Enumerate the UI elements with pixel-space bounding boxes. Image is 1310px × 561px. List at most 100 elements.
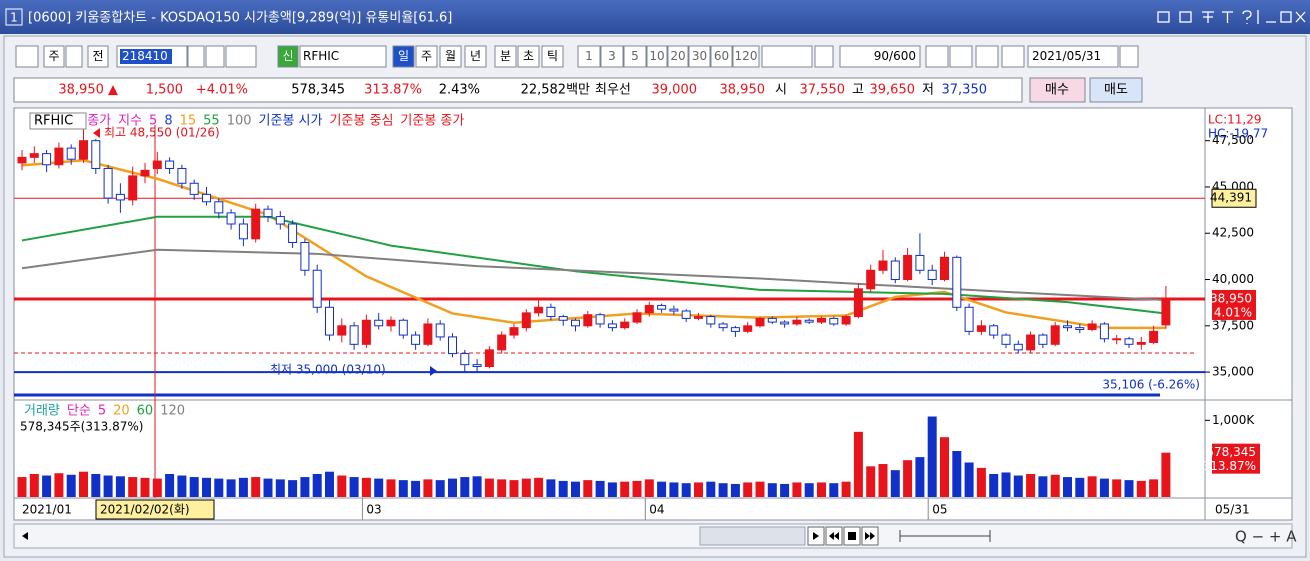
volume-bar <box>817 482 826 497</box>
dropdown[interactable] <box>65 45 83 68</box>
icon-button[interactable] <box>15 45 39 68</box>
volume-bar <box>54 473 64 497</box>
tool-button[interactable] <box>949 45 973 68</box>
volume-bar <box>669 482 679 497</box>
interval-button[interactable] <box>732 45 760 68</box>
sound-button[interactable] <box>225 45 257 68</box>
interval-button[interactable] <box>667 45 689 68</box>
scroll-thumb[interactable] <box>699 526 806 546</box>
candle-body <box>571 319 580 327</box>
interval-button[interactable] <box>710 45 733 68</box>
count-input[interactable] <box>839 45 921 68</box>
period-button[interactable] <box>439 45 462 68</box>
quote-price: 38,950 ▲ <box>58 83 118 98</box>
volume-bar <box>115 476 125 497</box>
minimize[interactable] <box>1257 10 1276 24</box>
candle-body <box>275 216 285 225</box>
volume-bar <box>1001 472 1011 497</box>
candle-body <box>644 304 654 314</box>
volume-bar <box>829 483 839 497</box>
scroll-left[interactable] <box>22 532 28 540</box>
buy-button[interactable] <box>1029 77 1086 103</box>
scroll-bar[interactable] <box>13 523 1293 549</box>
interval-label: 60 <box>714 49 729 63</box>
volume-bar <box>1099 478 1109 497</box>
control-icon[interactable] <box>1202 11 1214 23</box>
name-input[interactable] <box>299 45 387 68</box>
control-icon[interactable] <box>1157 11 1170 23</box>
candle-body <box>1050 325 1060 345</box>
toggle-button[interactable] <box>43 45 65 68</box>
custom-interval[interactable] <box>761 45 813 68</box>
volume-bar <box>288 480 298 497</box>
tool-button[interactable] <box>975 45 999 68</box>
candle-body <box>202 193 211 203</box>
tool-button[interactable] <box>1001 45 1025 68</box>
sell-button[interactable] <box>1089 77 1143 103</box>
dropdown[interactable] <box>814 45 834 68</box>
volume-bar <box>903 460 913 497</box>
new-label: 신 <box>282 49 293 63</box>
legend-item: 100 <box>227 114 252 129</box>
control-icon[interactable] <box>1179 11 1192 23</box>
candle-body <box>558 316 568 321</box>
calendar-button[interactable] <box>1119 45 1139 68</box>
interval-button[interactable] <box>646 45 668 68</box>
interval-label: 20 <box>670 49 685 63</box>
search-button[interactable] <box>205 45 225 68</box>
period-button[interactable] <box>392 45 415 68</box>
interval-button[interactable] <box>600 45 624 68</box>
toggle-button[interactable] <box>87 45 109 68</box>
volume-bar <box>755 481 765 497</box>
volume-bar <box>1161 452 1171 497</box>
candle-body <box>730 327 740 332</box>
quote-bar[interactable] <box>13 77 1023 103</box>
candle-body <box>878 260 888 271</box>
candle-body <box>1075 327 1085 331</box>
period-button[interactable] <box>517 45 540 68</box>
interval-button[interactable] <box>688 45 711 68</box>
candle-body <box>853 288 863 318</box>
control-icon[interactable] <box>1222 11 1233 23</box>
period-button[interactable] <box>464 45 487 68</box>
legend-item: 기준봉 종가 <box>400 114 464 129</box>
candle-body <box>1136 341 1146 345</box>
volume-bar <box>915 457 925 497</box>
legend-item: 5 <box>149 114 157 129</box>
candle-body <box>546 306 556 318</box>
period-button[interactable] <box>415 45 438 68</box>
interval-button[interactable] <box>623 45 647 68</box>
interval-button[interactable] <box>577 45 601 68</box>
legend-item: 단순 <box>67 404 91 419</box>
candle-body <box>681 310 691 319</box>
zoom-icons[interactable]: Q − + A <box>1235 528 1297 546</box>
zoom-slider[interactable] <box>899 530 991 542</box>
period-button[interactable] <box>494 45 517 68</box>
volume-bar <box>595 480 605 497</box>
date-text: 2021/05/31 <box>1032 49 1101 63</box>
sell-label: 매도 <box>1104 83 1128 98</box>
period-label: 주 <box>421 49 432 63</box>
candle-body <box>226 212 236 225</box>
date-input[interactable] <box>1027 45 1119 68</box>
candle-body <box>1161 298 1171 326</box>
tool-button[interactable] <box>925 45 949 68</box>
control-icon[interactable] <box>1242 10 1252 24</box>
volume-bar <box>927 416 937 497</box>
close[interactable] <box>1295 11 1306 23</box>
period-button[interactable] <box>541 45 564 68</box>
candle-body <box>214 201 224 214</box>
legend-item: 종가 <box>87 114 111 129</box>
y-tick-label: 1,000K <box>1212 413 1255 427</box>
dropdown[interactable] <box>187 45 205 68</box>
low-annotation: 최저 35,000 (03/10) <box>270 363 386 377</box>
legend-item: 기준봉 중심 <box>329 114 393 129</box>
period-label: 일 <box>398 49 409 63</box>
hc-label: HC:-19,77 <box>1208 127 1268 141</box>
new-button[interactable] <box>277 45 299 68</box>
maximize[interactable] <box>1280 11 1292 23</box>
target-annotation: 35,106 (-6.26%) <box>1102 378 1200 392</box>
volume-bar <box>866 466 876 497</box>
name-text: RFHIC <box>303 49 339 63</box>
high-annotation: 최고 48,550 (01/26) <box>104 126 220 140</box>
